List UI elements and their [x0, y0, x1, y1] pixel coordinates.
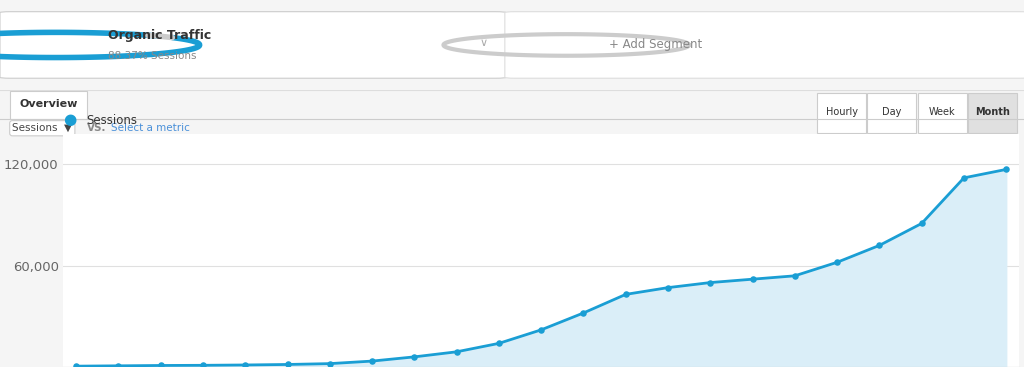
Point — [702, 280, 719, 286]
FancyBboxPatch shape — [968, 92, 1017, 133]
FancyBboxPatch shape — [867, 92, 916, 133]
Text: Organic Traffic: Organic Traffic — [108, 29, 211, 43]
Point — [364, 358, 380, 364]
Text: Week: Week — [929, 107, 955, 117]
Point — [617, 291, 634, 297]
FancyBboxPatch shape — [918, 92, 967, 133]
FancyBboxPatch shape — [817, 92, 866, 133]
Point — [998, 167, 1015, 172]
Point — [68, 363, 84, 367]
Text: 88.37% Sessions: 88.37% Sessions — [108, 51, 196, 61]
Point — [195, 362, 211, 367]
Text: Sessions  ▼: Sessions ▼ — [12, 123, 73, 133]
Point — [111, 363, 127, 367]
Point — [449, 349, 465, 355]
Text: Sessions: Sessions — [86, 114, 137, 127]
Text: + Add Segment: + Add Segment — [609, 39, 702, 51]
Point — [659, 285, 676, 291]
FancyBboxPatch shape — [505, 12, 1024, 78]
Point — [153, 363, 169, 367]
Point — [238, 362, 254, 367]
Point — [871, 243, 888, 248]
Text: Month: Month — [975, 107, 1010, 117]
Point — [280, 361, 296, 367]
Text: Select a metric: Select a metric — [111, 123, 189, 133]
Point — [532, 327, 549, 333]
Point — [955, 175, 972, 181]
Point — [575, 310, 592, 316]
Text: Overview: Overview — [19, 99, 79, 109]
Text: ●: ● — [63, 112, 77, 127]
Text: Hourly: Hourly — [825, 107, 858, 117]
Point — [828, 259, 845, 265]
Point — [744, 276, 761, 282]
Point — [913, 221, 930, 226]
Text: VS.: VS. — [87, 123, 106, 133]
FancyBboxPatch shape — [10, 91, 87, 119]
Text: Day: Day — [883, 107, 901, 117]
Text: ∨: ∨ — [479, 38, 487, 48]
Point — [490, 341, 507, 346]
Point — [322, 361, 338, 367]
FancyBboxPatch shape — [0, 12, 506, 78]
Point — [786, 273, 803, 279]
Point — [407, 354, 423, 360]
